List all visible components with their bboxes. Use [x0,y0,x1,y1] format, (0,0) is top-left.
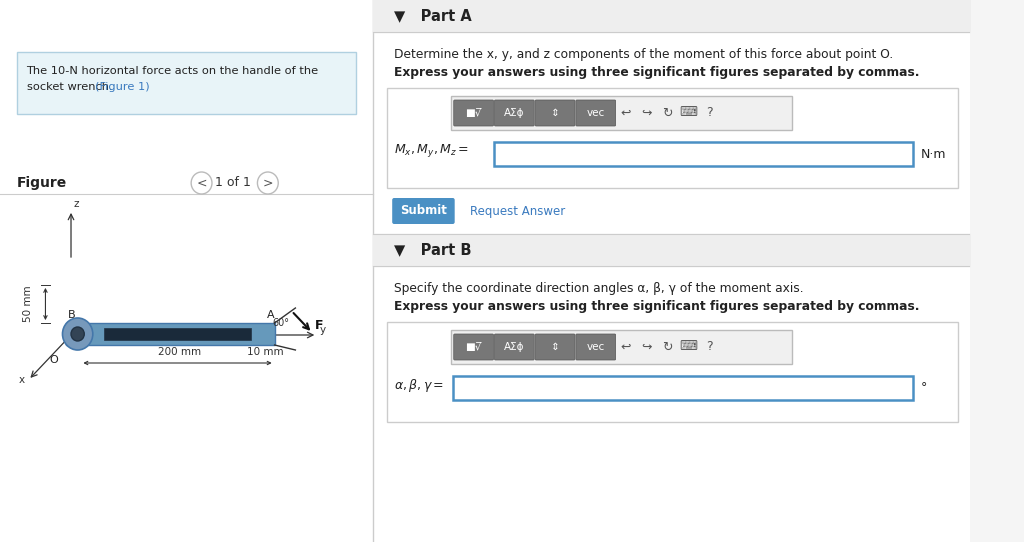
Text: vec: vec [587,342,605,352]
Text: ↻: ↻ [663,340,673,353]
Text: Express your answers using three significant figures separated by commas.: Express your answers using three signifi… [394,300,920,313]
Text: AΣϕ: AΣϕ [504,108,524,118]
Text: F: F [315,319,324,332]
FancyBboxPatch shape [392,198,455,224]
FancyBboxPatch shape [451,330,792,364]
FancyBboxPatch shape [495,334,535,360]
Circle shape [257,172,279,194]
Text: Figure: Figure [17,176,68,190]
Text: AΣϕ: AΣϕ [504,342,524,352]
Text: ↪: ↪ [642,106,652,119]
Text: <: < [197,177,207,190]
Text: Request Answer: Request Answer [470,204,565,217]
Text: B: B [69,310,76,320]
Text: °: ° [921,382,927,395]
Text: ⌨: ⌨ [680,106,697,119]
Text: ⌨: ⌨ [680,340,697,353]
FancyBboxPatch shape [495,100,535,126]
FancyBboxPatch shape [575,334,615,360]
Text: x: x [18,375,25,385]
Text: 10 mm: 10 mm [247,347,284,357]
Text: ⇕: ⇕ [551,108,559,118]
Text: ↪: ↪ [642,340,652,353]
FancyBboxPatch shape [454,100,494,126]
Text: ■√̅: ■√̅ [466,108,482,118]
Text: Submit: Submit [400,204,446,217]
Text: ↩: ↩ [621,340,632,353]
FancyBboxPatch shape [386,322,958,422]
Text: 1 of 1: 1 of 1 [215,177,251,190]
Text: Express your answers using three significant figures separated by commas.: Express your answers using three signifi… [394,66,920,79]
FancyBboxPatch shape [67,323,274,345]
FancyBboxPatch shape [494,142,912,166]
Text: >: > [262,177,273,190]
Text: ▼   Part B: ▼ Part B [394,242,472,257]
Text: A: A [267,310,274,320]
Text: ↻: ↻ [663,106,673,119]
Text: (Figure 1): (Figure 1) [94,82,150,92]
FancyBboxPatch shape [386,88,958,188]
Text: ■√̅: ■√̅ [466,342,482,352]
Circle shape [191,172,212,194]
Text: socket wrench.: socket wrench. [27,82,116,92]
FancyBboxPatch shape [454,334,494,360]
Circle shape [62,318,93,350]
FancyBboxPatch shape [104,328,251,340]
FancyBboxPatch shape [374,0,970,542]
Circle shape [71,327,84,341]
Text: Determine the x, y, and z components of the moment of this force about point O.: Determine the x, y, and z components of … [394,48,893,61]
Text: z: z [74,199,79,209]
FancyBboxPatch shape [536,100,574,126]
FancyBboxPatch shape [451,96,792,130]
Text: 200 mm: 200 mm [159,347,202,357]
Text: Specify the coordinate direction angles α, β, γ of the moment axis.: Specify the coordinate direction angles … [394,282,804,295]
FancyBboxPatch shape [17,52,356,114]
Text: ▼   Part A: ▼ Part A [394,9,472,23]
Text: y: y [321,325,326,335]
FancyBboxPatch shape [575,100,615,126]
Text: $\alpha, \beta, \gamma =$: $\alpha, \beta, \gamma =$ [394,377,444,393]
Text: ?: ? [707,340,713,353]
Text: O: O [49,355,58,365]
Text: ↩: ↩ [621,106,632,119]
Text: ⇕: ⇕ [551,342,559,352]
Text: N·m: N·m [921,147,946,160]
Text: vec: vec [587,108,605,118]
Text: $M_x, M_y, M_z =$: $M_x, M_y, M_z =$ [394,143,469,159]
Text: ?: ? [707,106,713,119]
Text: The 10-N horizontal force acts on the handle of the: The 10-N horizontal force acts on the ha… [27,66,318,76]
FancyBboxPatch shape [453,376,912,400]
Text: 60°: 60° [272,318,290,328]
Text: 50 mm: 50 mm [24,286,34,322]
FancyBboxPatch shape [0,0,374,542]
FancyBboxPatch shape [536,334,574,360]
